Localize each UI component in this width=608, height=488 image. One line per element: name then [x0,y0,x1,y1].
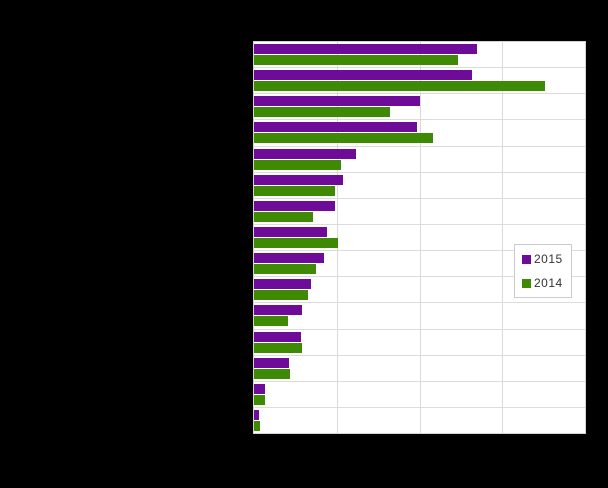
bar-2015 [254,122,418,133]
category-row [254,380,585,407]
bar-2014 [254,316,288,327]
bar-2015 [254,357,289,368]
category-row [254,171,585,198]
bar-2015 [254,148,356,159]
legend-label-2015: 2015 [534,252,563,266]
bar-2015 [254,227,327,238]
x-gridlines [254,42,585,433]
legend: 2015 2014 [514,244,572,298]
bar-2015 [254,331,302,342]
bar-2014 [254,211,313,222]
bar-2014 [254,368,290,379]
bar-2015 [254,410,259,421]
legend-item-2014[interactable]: 2014 [522,277,564,289]
bar-2014 [254,81,546,92]
bar-2014 [254,133,433,144]
category-row [254,197,585,224]
category-row [254,119,585,145]
bar-2014 [254,394,265,405]
category-row [254,42,585,67]
plot-area: 2015 2014 [253,41,586,434]
category-row [254,302,585,328]
legend-item-2015[interactable]: 2015 [522,253,564,265]
bar-2014 [254,290,308,301]
category-row [254,250,585,276]
category-row [254,276,585,302]
bar-2014 [254,421,260,432]
category-row [254,328,585,355]
category-row [254,223,585,250]
x-gridline [419,42,421,433]
legend-label-2014: 2014 [534,276,563,290]
bar-2015 [254,200,336,211]
bar-2015 [254,96,420,107]
bar-2015 [254,44,478,55]
bar-2014 [254,159,341,170]
bar-2014 [254,264,317,275]
x-gridline [502,42,504,433]
x-gridline [336,42,338,433]
bar-2014 [254,342,302,353]
bar-2015 [254,174,343,185]
category-row [254,93,585,119]
bar-2015 [254,305,302,316]
category-row [254,354,585,381]
bar-2015 [254,279,312,290]
bar-2014 [254,107,390,118]
legend-swatch-2015 [522,254,531,264]
bar-2015 [254,253,324,264]
bar-2014 [254,55,458,66]
bar-2015 [254,70,472,81]
bar-2015 [254,383,265,394]
category-row [254,406,585,433]
category-rows [254,42,585,433]
bar-2014 [254,185,336,196]
bar-2014 [254,238,338,249]
category-row [254,67,585,93]
category-row [254,145,585,172]
legend-swatch-2014 [522,278,531,288]
